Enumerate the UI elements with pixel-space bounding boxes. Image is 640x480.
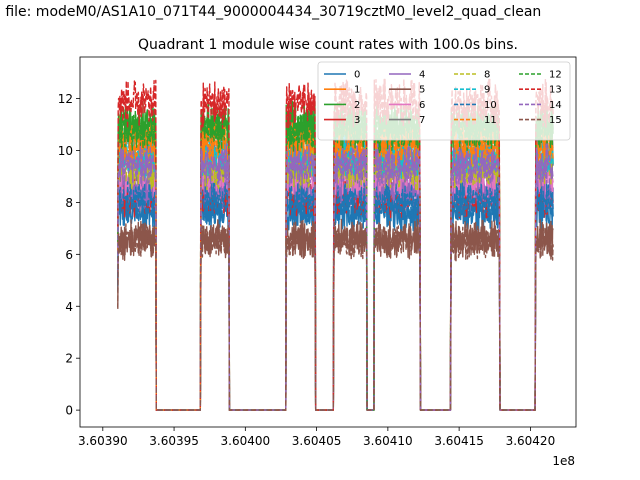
legend-label: 12 [549, 70, 562, 81]
y-tick-label: 2 [65, 352, 73, 366]
y-tick-label: 12 [58, 92, 73, 106]
legend-label: 5 [419, 85, 425, 96]
legend-label: 2 [354, 100, 360, 111]
legend-label: 8 [484, 70, 490, 81]
series-line-15 [117, 221, 554, 411]
x-tick-label: 3.60390 [78, 434, 128, 448]
x-tick-label: 3.60420 [506, 434, 556, 448]
y-tick-label: 0 [65, 404, 73, 418]
axes-border [79, 56, 577, 428]
legend-label: 3 [354, 115, 360, 126]
legend-label: 6 [419, 100, 425, 111]
legend-label: 15 [549, 115, 562, 126]
legend-label: 1 [354, 85, 360, 96]
x-tick-label: 3.60400 [221, 434, 271, 448]
x-axis: 3.60390 3.60395 3.60400 3.60405 3.60410 3.604… [78, 427, 555, 448]
y-axis: 0 2 4 6 8 10 12 [58, 92, 80, 418]
legend-label: 13 [549, 85, 562, 96]
chart-title: Quadrant 1 module wise count rates with … [138, 37, 518, 53]
x-tick-label: 3.60415 [434, 434, 484, 448]
y-tick-label: 6 [65, 248, 73, 262]
axes-frame [79, 56, 577, 428]
x-tick-label: 3.60395 [149, 434, 199, 448]
y-tick-label: 8 [65, 196, 73, 210]
legend-label: 11 [484, 115, 497, 126]
legend-label: 7 [419, 115, 425, 126]
y-tick-label: 10 [58, 144, 73, 158]
y-tick-label: 4 [65, 300, 73, 314]
x-tick-label: 3.60405 [292, 434, 342, 448]
legend-label: 9 [484, 85, 490, 96]
chart-suptitle: n file: modeM0/AS1A10_071T44_9000004434_… [0, 4, 541, 20]
legend-label: 10 [484, 100, 497, 111]
x-tick-label: 3.60410 [363, 434, 413, 448]
legend-label: 0 [354, 70, 360, 81]
legend-box [317, 61, 571, 141]
x-offset-label: 1e8 [552, 454, 575, 468]
legend-label: 4 [419, 70, 425, 81]
legend-label: 14 [549, 100, 562, 111]
